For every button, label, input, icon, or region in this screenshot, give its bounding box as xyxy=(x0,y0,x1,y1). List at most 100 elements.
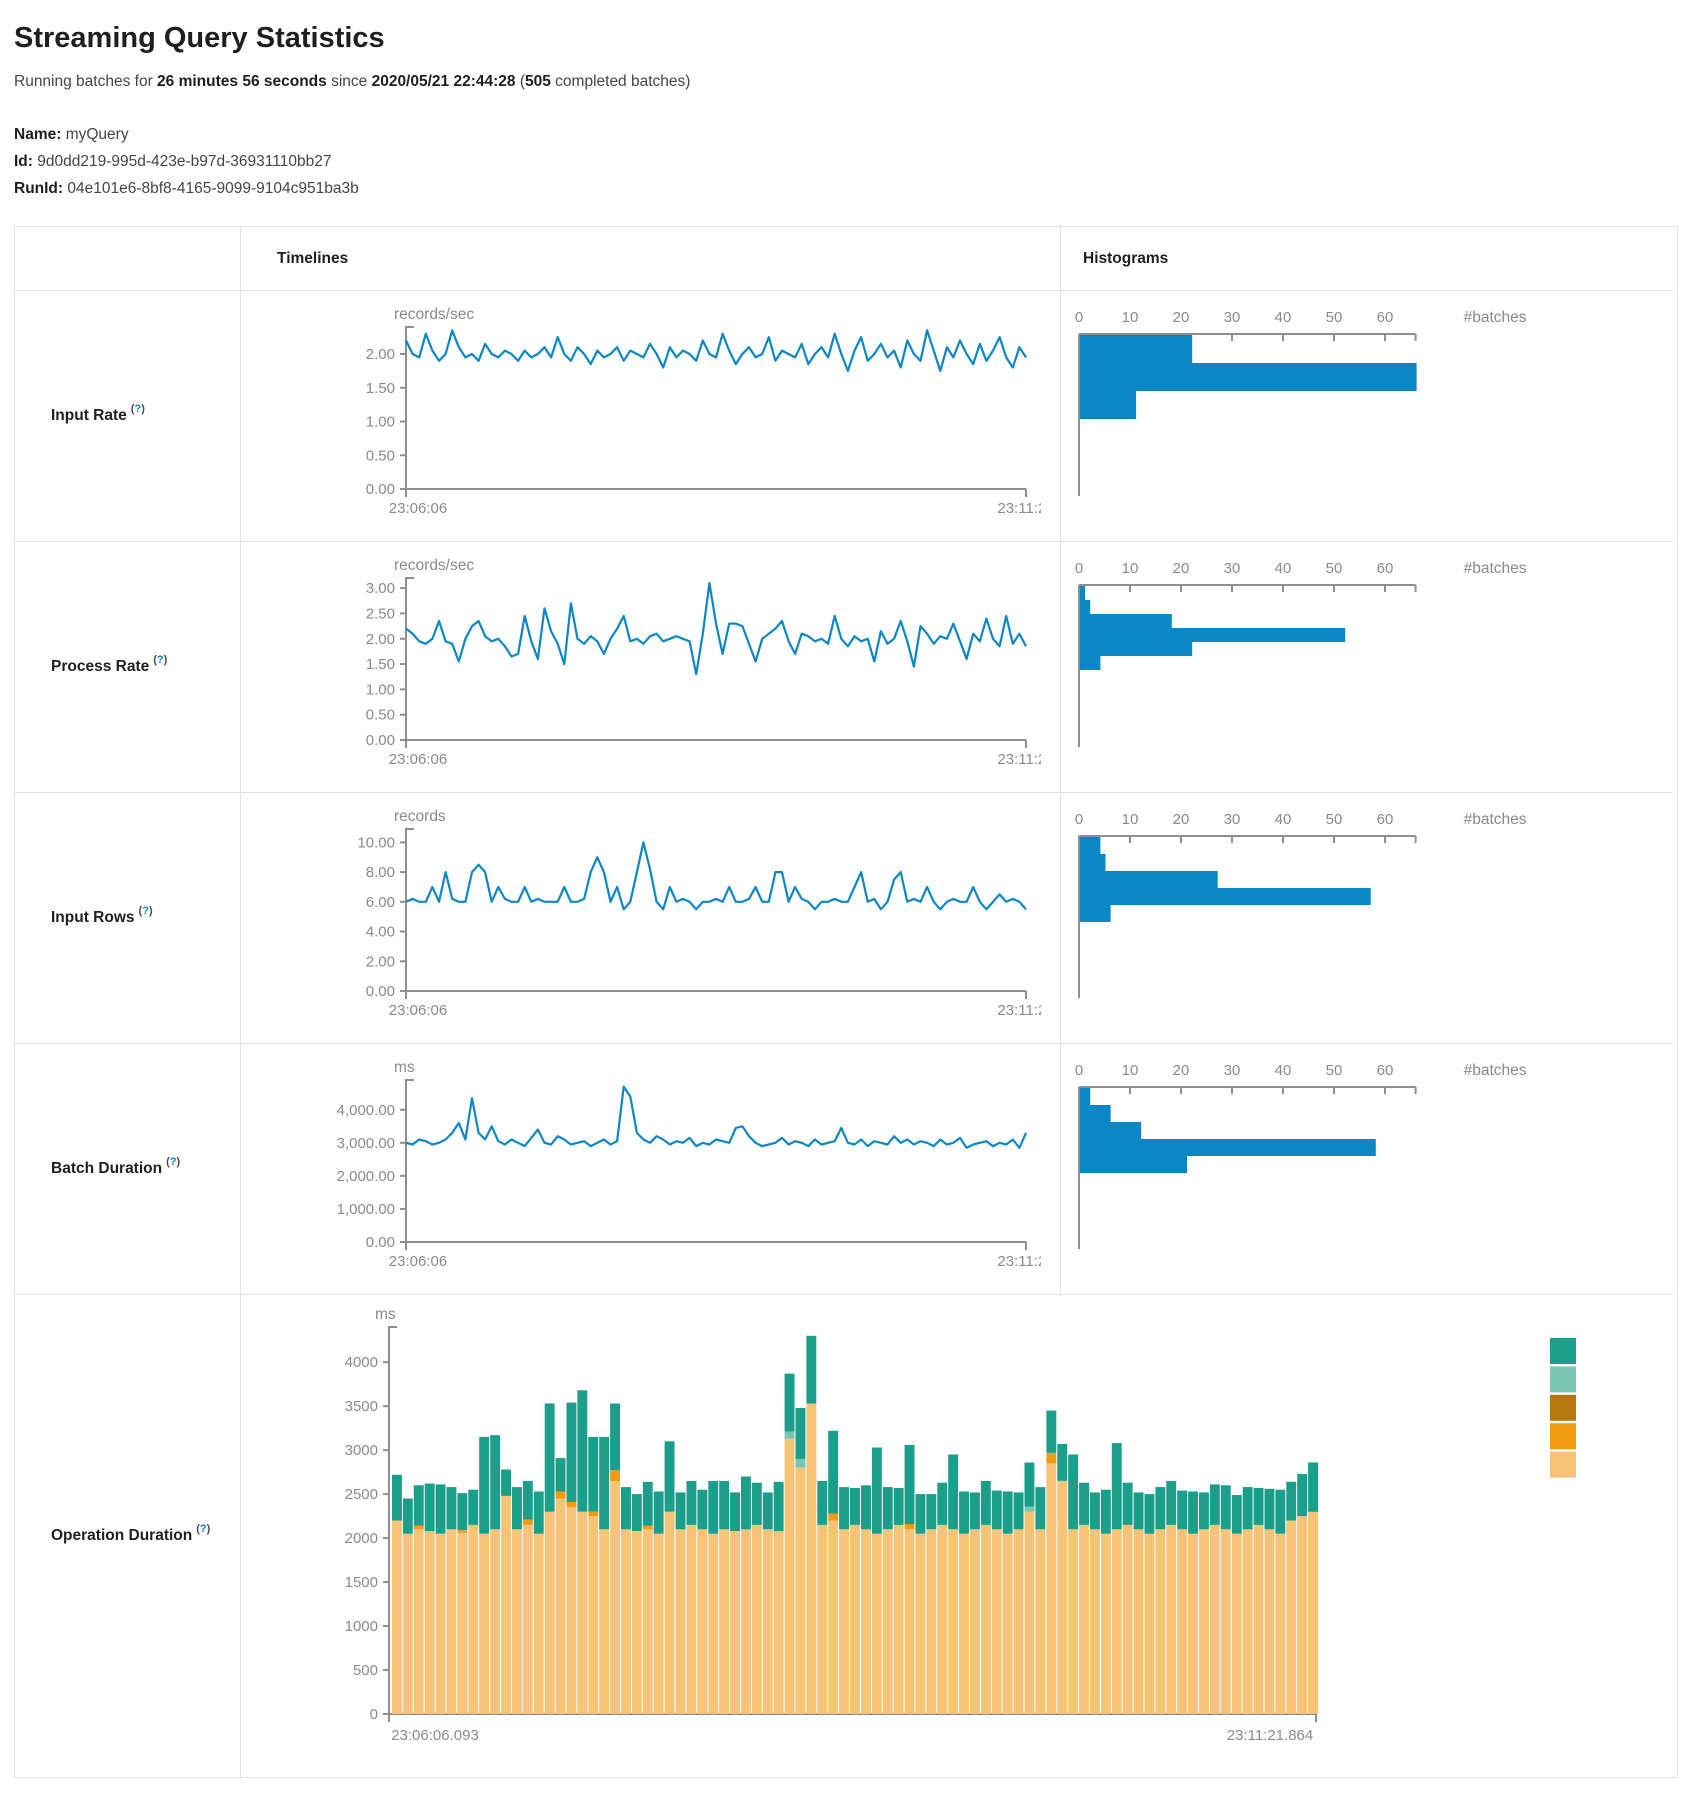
series-teal-bar xyxy=(588,1436,599,1512)
svg-text:#batches: #batches xyxy=(1464,811,1527,828)
series-teal-bar xyxy=(959,1491,969,1534)
legend-dark-gold-swatch[interactable] xyxy=(1550,1394,1576,1421)
series-teal-bar xyxy=(413,1485,424,1526)
query-runid-value: 04e101e6-8bf8-4165-9099-9104c951ba3b xyxy=(67,180,359,197)
svg-text:50: 50 xyxy=(1326,309,1343,326)
header-empty-cell xyxy=(15,227,240,290)
series-tan-bar xyxy=(839,1529,849,1714)
series-tan-bar xyxy=(1002,1533,1013,1714)
series-teal-bar xyxy=(1231,1495,1242,1534)
timeline-series-line xyxy=(405,582,1027,676)
series-tan-bar xyxy=(806,1403,817,1714)
series-teal-bar xyxy=(915,1494,926,1534)
series-teal-bar xyxy=(664,1441,675,1512)
svg-text:3.00: 3.00 xyxy=(366,580,395,597)
timeline-series-line xyxy=(405,329,1027,372)
series-tan-bar xyxy=(1286,1520,1297,1714)
series-tan-bar xyxy=(599,1529,610,1714)
series-orange-bar xyxy=(1046,1452,1057,1464)
legend-teal-swatch[interactable] xyxy=(1550,1338,1576,1364)
legend-orange-swatch[interactable] xyxy=(1550,1423,1576,1450)
series-tan-bar xyxy=(828,1520,839,1714)
header-histograms: Histograms xyxy=(1060,227,1673,290)
series-teal-bar xyxy=(806,1335,817,1404)
svg-text:4000: 4000 xyxy=(345,1354,378,1371)
series-tan-bar xyxy=(1057,1480,1068,1714)
series-tan-bar xyxy=(1231,1533,1242,1714)
series-teal-bar xyxy=(926,1494,937,1530)
series-tan-bar xyxy=(1297,1516,1308,1714)
series-teal-bar xyxy=(1090,1492,1100,1530)
svg-text:10: 10 xyxy=(1122,1062,1139,1079)
svg-text:1.00: 1.00 xyxy=(366,681,395,698)
series-tan-bar xyxy=(893,1524,904,1714)
series-light-teal-bar xyxy=(795,1458,806,1468)
series-teal-bar xyxy=(501,1469,511,1496)
svg-text:0: 0 xyxy=(1075,811,1083,828)
batch-duration-help-icon[interactable]: (?) xyxy=(166,1156,181,1168)
series-tan-bar xyxy=(1013,1529,1024,1714)
histogram-bar xyxy=(1080,335,1193,363)
input-rows-histogram-chart: 0 10 20 30 40 50 60 #batches xyxy=(1060,792,1673,1043)
series-tan-bar xyxy=(991,1529,1002,1714)
y-axis xyxy=(405,326,414,489)
series-teal-bar xyxy=(1188,1491,1198,1534)
row-label-process-rate: Process Rate (?) xyxy=(15,541,240,792)
series-teal-bar xyxy=(795,1407,806,1459)
series-teal-bar xyxy=(861,1485,871,1530)
legend-light-teal-swatch[interactable] xyxy=(1550,1366,1576,1393)
process-rate-help-icon[interactable]: (?) xyxy=(153,654,168,666)
y-axis xyxy=(405,828,414,991)
completed-batches-count: 505 xyxy=(524,73,551,90)
series-teal-bar xyxy=(1220,1485,1231,1530)
svg-text:2,000.00: 2,000.00 xyxy=(337,1168,395,1185)
operation-duration-stacked-chart: ms 4000 3500 3000 2500 2000 1500 1000 500 0 23:06:… xyxy=(240,1294,1673,1777)
histogram-svg: 0 10 20 30 40 50 60 #batches xyxy=(1075,560,1527,747)
svg-text:3,000.00: 3,000.00 xyxy=(337,1135,395,1152)
svg-text:30: 30 xyxy=(1224,309,1241,326)
histogram-svg: 0 10 20 30 40 50 60 #batches xyxy=(1075,309,1527,496)
input-rate-help-icon[interactable]: (?) xyxy=(130,403,145,415)
query-name-label: Name: xyxy=(14,126,62,143)
series-orange-bar xyxy=(566,1502,577,1508)
series-teal-bar xyxy=(697,1489,708,1530)
svg-text:0.50: 0.50 xyxy=(366,707,395,724)
series-tan-bar xyxy=(1253,1524,1264,1714)
query-id-line: Id: 9d0dd219-995d-423e-b97d-36931110bb27 xyxy=(14,148,1679,175)
input-rows-help-icon[interactable]: (?) xyxy=(138,905,153,917)
svg-text:8.00: 8.00 xyxy=(366,864,395,881)
histogram-bar xyxy=(1080,1105,1111,1122)
series-teal-bar xyxy=(850,1488,860,1525)
series-teal-bar xyxy=(424,1483,435,1532)
series-teal-bar xyxy=(1057,1444,1068,1481)
series-tan-bar xyxy=(1090,1529,1100,1714)
series-teal-bar xyxy=(1079,1482,1089,1525)
svg-text:4.00: 4.00 xyxy=(366,924,395,941)
svg-text:2.00: 2.00 xyxy=(366,346,395,363)
series-tan-bar xyxy=(1122,1524,1133,1714)
series-light-teal-bar xyxy=(1024,1506,1035,1512)
series-tan-bar xyxy=(392,1520,402,1714)
series-teal-bar xyxy=(544,1403,555,1512)
series-teal-bar xyxy=(392,1474,402,1521)
svg-text:0.00: 0.00 xyxy=(366,732,395,749)
operation-duration-help-icon[interactable]: (?) xyxy=(196,1523,211,1535)
y-axis xyxy=(405,1079,414,1242)
series-tan-bar xyxy=(402,1533,413,1714)
row-label-input-rows: Input Rows (?) xyxy=(15,792,240,1043)
svg-text:20: 20 xyxy=(1173,811,1190,828)
series-tan-bar xyxy=(904,1529,915,1714)
series-tan-bar xyxy=(1133,1529,1144,1714)
row-label-operation-duration: Operation Duration (?) xyxy=(15,1294,240,1777)
timeline-svg: records/sec 3.00 2.50 2.00 1.50 1.00 0.50 0.00 2… xyxy=(366,557,1041,768)
timeline-series-line xyxy=(405,1085,1028,1149)
input-rate-timeline-chart: records/sec 2.00 1.50 1.00 0.50 0.00 23:06:06 2… xyxy=(240,290,1060,541)
svg-text:10: 10 xyxy=(1122,811,1139,828)
legend-tan-swatch[interactable] xyxy=(1550,1451,1576,1478)
series-teal-bar xyxy=(599,1436,610,1530)
statistics-table: Timelines Histograms Input Rate (?) reco… xyxy=(14,226,1678,1778)
svg-text:30: 30 xyxy=(1224,811,1241,828)
row-label-input-rate: Input Rate (?) xyxy=(15,290,240,541)
histogram-bar xyxy=(1080,905,1111,922)
query-id-label: Id: xyxy=(14,153,33,170)
